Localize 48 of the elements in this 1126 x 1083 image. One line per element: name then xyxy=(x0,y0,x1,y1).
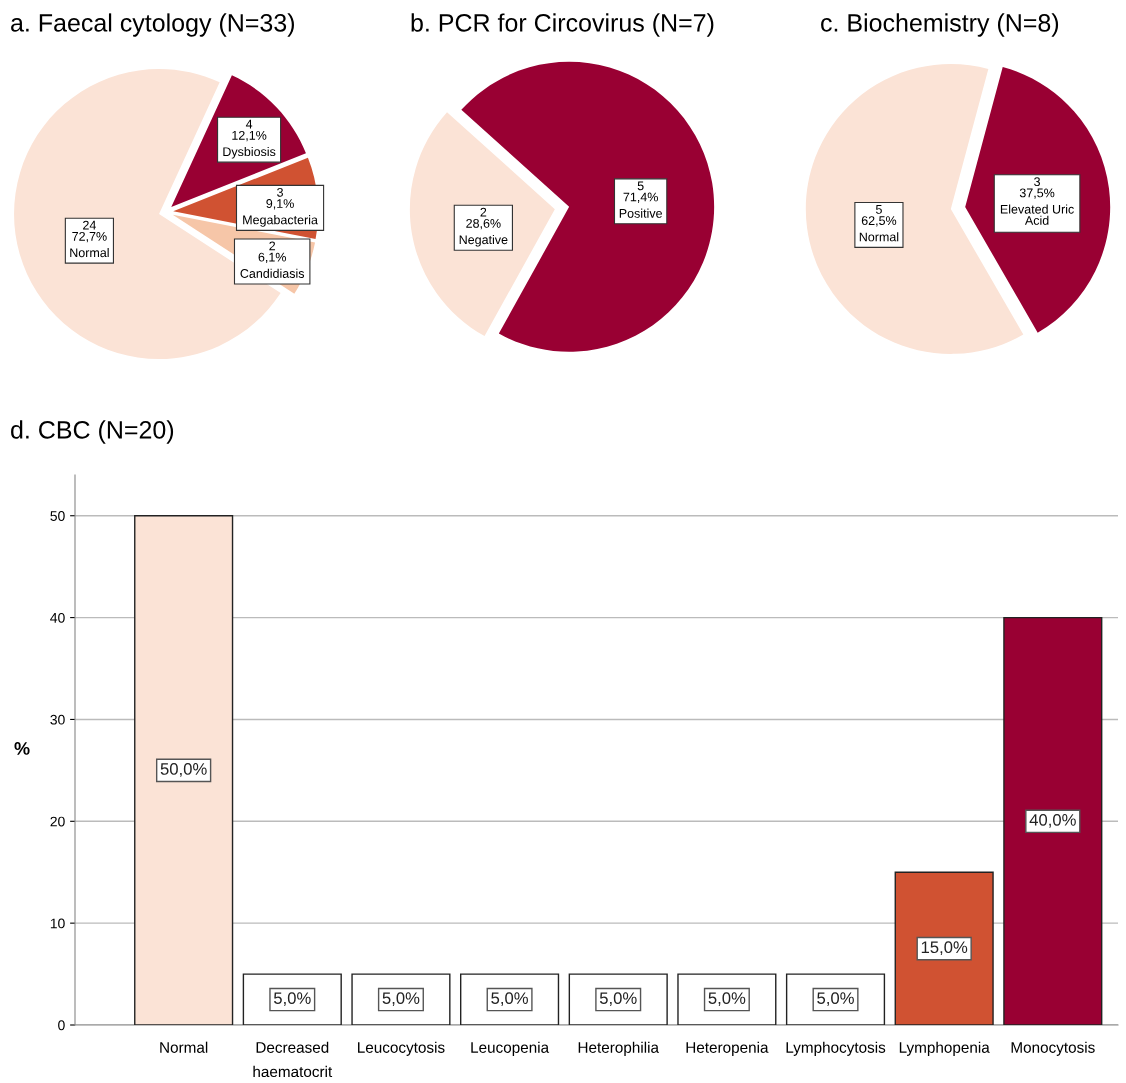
slice-label: Positive xyxy=(619,208,662,218)
data-label: 3 37,5% xyxy=(1019,177,1055,199)
data-label: 5,0% xyxy=(817,992,854,1006)
x-tick-label: Decreased haematocrit xyxy=(253,1041,333,1078)
data-label: 50,0% xyxy=(160,763,207,777)
y-tick-label: 0 xyxy=(58,1020,65,1031)
slice-label: Elevated Uric Acid xyxy=(1000,204,1074,225)
data-label: 2 28,6% xyxy=(466,207,501,230)
data-label: 15,0% xyxy=(921,941,968,956)
y-tick-label: 30 xyxy=(50,714,65,725)
y-tick-label: 10 xyxy=(50,918,65,929)
slice-label: Normal xyxy=(70,247,109,258)
data-label: 5,0% xyxy=(708,992,746,1006)
data-label: 5 62,5% xyxy=(861,205,897,227)
slice-label: Candidiasis xyxy=(240,268,305,278)
data-label: 24 72,7% xyxy=(72,220,107,243)
x-tick-label: Lymphocytosis xyxy=(786,1041,886,1056)
x-tick-label: Leucocytosis xyxy=(358,1041,445,1056)
chart-title: b. PCR for Circovirus (N=7) xyxy=(411,13,714,37)
bar xyxy=(894,871,994,1025)
y-axis-title: % xyxy=(14,742,30,755)
y-tick-label: 50 xyxy=(50,511,65,521)
data-label: 5,0% xyxy=(491,992,528,1006)
data-label: 3 9,1% xyxy=(266,187,294,210)
bar xyxy=(1003,616,1103,1025)
data-label: 2 6,1% xyxy=(258,241,286,264)
x-tick-label: Lymphopenia xyxy=(899,1041,990,1056)
bar xyxy=(134,515,234,1025)
chart-title: a. Faecal cytology (N=33) xyxy=(11,13,294,37)
slice-label: Dysbiosis xyxy=(223,146,276,159)
slice-label: Normal xyxy=(859,232,899,242)
y-tick-label: 20 xyxy=(50,816,65,827)
y-tick-label: 40 xyxy=(50,612,65,623)
slice-label: Negative xyxy=(459,234,508,247)
data-label: 5 71,4% xyxy=(623,181,658,203)
data-label: 5,0% xyxy=(273,992,311,1006)
x-tick-label: Heterophilia xyxy=(578,1041,659,1056)
data-label: 4 12,1% xyxy=(232,119,267,142)
x-tick-label: Monocytosis xyxy=(1011,1041,1095,1056)
chart-title: d. CBC (N=20) xyxy=(11,420,174,444)
slice-label: Megabacteria xyxy=(243,215,318,227)
data-label: 40,0% xyxy=(1029,813,1076,828)
x-tick-label: Heteropenia xyxy=(686,1041,769,1056)
chart-title: c. Biochemistry (N=8) xyxy=(821,13,1059,37)
data-label: 5,0% xyxy=(382,992,420,1006)
x-tick-label: Leucopenia xyxy=(471,1041,550,1056)
data-label: 5,0% xyxy=(599,992,637,1006)
x-tick-label: Normal xyxy=(160,1041,208,1053)
